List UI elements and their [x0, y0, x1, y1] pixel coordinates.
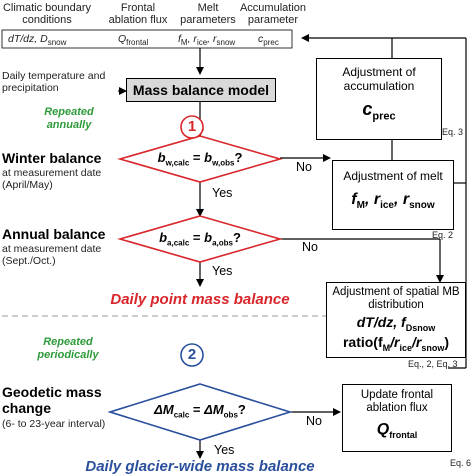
eq3-label: Eq. 3 [442, 127, 464, 137]
header-frontal: Frontal ablation flux [108, 2, 168, 26]
step-1-number: 1 [187, 118, 197, 135]
step-1-circle [180, 115, 204, 139]
adj-melt-title: Adjustment of melt [343, 169, 443, 183]
eq6-label: Eq. 6 [450, 458, 472, 468]
adj-spatial-line2: ratio(fM/rice/rsnow) [342, 333, 450, 353]
adj-accumulation-title: Adjustment of accumulation [342, 65, 416, 93]
param-climatic: dT/dz, Dsnow [8, 33, 67, 48]
adj-accumulation-param: cprec [362, 99, 396, 123]
no-label-1: No [296, 160, 312, 174]
diamond-1-shape [117, 135, 283, 183]
diamond-2-shape [117, 215, 283, 263]
repeated-annually-label: Repeated annually [44, 106, 94, 131]
winter-balance-title: Winter balance [2, 150, 102, 166]
param-frontal: Qfrontal [118, 33, 149, 48]
diamond-2-text: ba,calc = ba,obs? [159, 230, 241, 248]
no-label-3: No [306, 414, 322, 428]
param-melt: fM, rice, rsnow [178, 33, 236, 48]
step-2-number: 2 [187, 346, 197, 363]
eq2-eq3-label: Eq., 2, Eq. 3 [408, 359, 458, 369]
header-melt: Melt parameters [180, 2, 236, 26]
update-frontal-title: Update frontal ablation flux [360, 389, 434, 414]
step-2-circle [180, 343, 204, 367]
adj-spatial-line1: dT/dz, fDsnow [356, 314, 436, 333]
repeated-periodically-label: Repeated periodically [37, 336, 99, 361]
geodetic-title: Geodetic mass change [2, 384, 102, 416]
diamond-1-text: bw,calc = bw,obs? [157, 150, 243, 168]
update-frontal-param: Qfrontal [376, 421, 418, 441]
geodetic-sub: (6- to 23-year interval) [2, 418, 106, 430]
param-accumulation: cprec [258, 33, 279, 48]
adj-spatial-title: Adjustment of spatial MB distribution [332, 286, 460, 311]
yes-label-1: Yes [212, 186, 233, 200]
diamond-3-text: ΔMcalc = ΔMobs? [154, 402, 246, 420]
daily-point-mb-label: Daily point mass balance [110, 291, 290, 308]
winter-balance-sub: at measurement date (April/May) [2, 167, 102, 191]
diamond-3-shape [107, 383, 293, 441]
header-climatic: Climatic boundary conditions [2, 2, 92, 26]
yes-label-3: Yes [214, 443, 235, 457]
update-frontal-box: Update frontal ablation flux Qfrontal [342, 384, 452, 452]
adj-spatial-box: Adjustment of spatial MB distribution dT… [326, 282, 466, 358]
eq2-label: Eq. 2 [432, 230, 454, 240]
yes-label-2: Yes [212, 264, 233, 278]
annual-balance-sub: at measurement date (Sept./Oct.) [2, 243, 102, 267]
annual-balance-title: Annual balance [2, 226, 106, 242]
adj-melt-box: Adjustment of melt fM, rice, rsnow [332, 160, 454, 230]
adj-accumulation-box: Adjustment of accumulation cprec [316, 58, 442, 140]
daily-input-label: Daily temperature and precipitation [2, 70, 106, 94]
daily-glacier-mb-label: Daily glacier-wide mass balance [85, 458, 315, 475]
no-label-2: No [302, 240, 318, 254]
parameter-row-box [1, 29, 293, 49]
adj-melt-params: fM, rice, rsnow [351, 191, 435, 212]
header-accumulation: Accumulation parameter [239, 2, 307, 26]
mass-balance-model-box: Mass balance model [126, 78, 276, 102]
